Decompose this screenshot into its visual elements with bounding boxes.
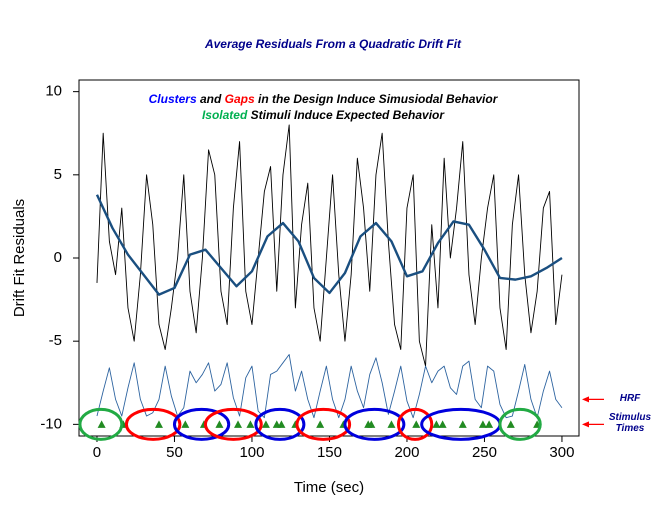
stimulus-marker [412,420,421,428]
series-line [96,124,563,367]
x-tick-label: 250 [472,444,497,461]
series-line [95,194,563,296]
stimulus-marker [506,420,515,428]
x-tick-label: 150 [317,444,342,461]
stimulus-marker [154,420,163,428]
x-tick-label: 0 [93,444,101,461]
region-ellipse [124,407,182,441]
region-ellipse [498,407,542,441]
x-tick-label: 100 [239,444,264,461]
region-ellipse [203,407,263,441]
series-line [96,354,563,419]
side-arrowhead [582,421,589,428]
region-ellipse [78,407,124,441]
region-ellipse [343,407,406,441]
x-axis-label: Time (sec) [294,479,364,496]
stimulus-marker [261,420,270,428]
side-label: HRF [619,393,641,405]
chart-title: Average Residuals From a Quadratic Drift… [204,37,462,51]
y-tick-label: -10 [40,415,62,432]
stimulus-marker [97,420,106,428]
stimulus-marker [316,420,325,428]
region-ellipse [172,407,231,441]
annotation-part: Isolated [202,108,248,122]
stimulus-marker [277,420,286,428]
y-axis-label: Drift Fit Residuals [11,199,28,317]
annotation: Isolated Stimuli Induce Expected Behavio… [202,108,445,122]
annotation-part: Stimuli Induce Expected Behavior [247,108,445,122]
y-tick-label: 10 [45,83,62,100]
stimulus-marker [432,420,441,428]
annotation-part: Gaps [225,92,255,106]
stimulus-marker [478,420,487,428]
annotation-part: Clusters [149,92,197,106]
stimulus-marker [181,420,190,428]
side-arrowhead [582,396,589,403]
stimulus-marker [234,420,243,428]
x-tick-label: 50 [166,444,183,461]
annotation-part: and [197,92,225,106]
stimulus-marker [246,420,255,428]
y-tick-label: 5 [54,166,62,183]
stimulus-marker [485,420,494,428]
stimulus-marker [458,420,467,428]
x-tick-label: 200 [394,444,419,461]
region-ellipse [254,407,306,441]
y-tick-label: 0 [54,249,62,266]
side-label: Stimulus Times [608,412,652,435]
region-ellipse [396,407,434,441]
stimulus-marker [438,420,447,428]
annotation-part: in the Design Induce Simusiodal Behavior [255,92,499,106]
x-tick-label: 300 [549,444,574,461]
annotation: Clusters and Gaps in the Design Induce S… [149,92,499,106]
stimulus-marker [387,420,396,428]
region-ellipse [295,407,352,441]
stimulus-marker [367,420,376,428]
stimulus-marker [215,420,224,428]
y-tick-label: -5 [49,332,62,349]
